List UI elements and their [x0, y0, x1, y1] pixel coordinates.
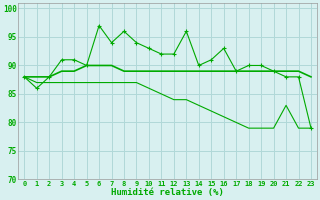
- X-axis label: Humidité relative (%): Humidité relative (%): [111, 188, 224, 197]
